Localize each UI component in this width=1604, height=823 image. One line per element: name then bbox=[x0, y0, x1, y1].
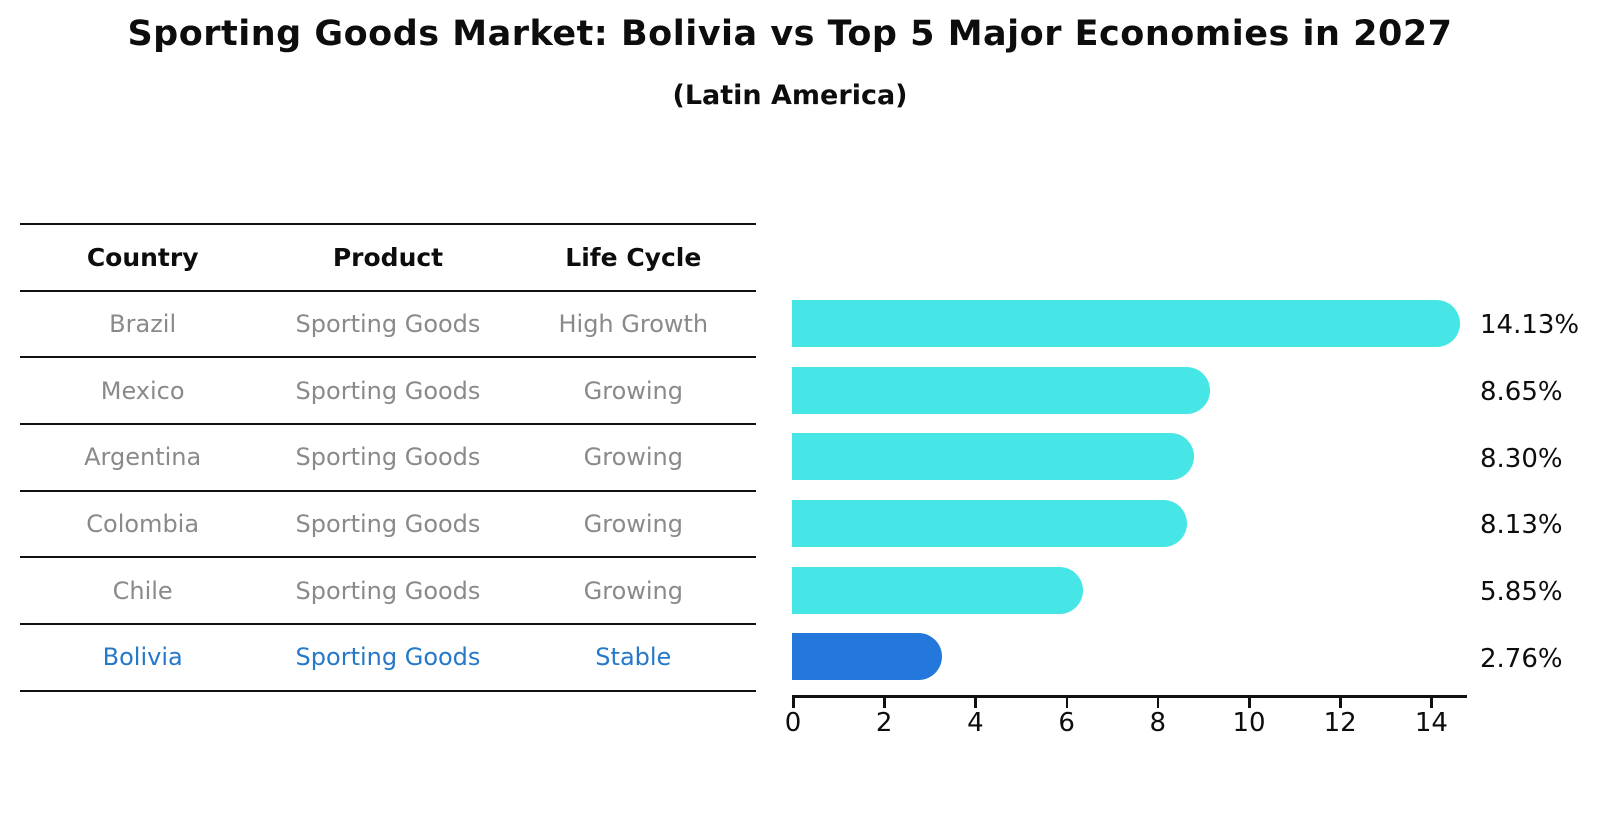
table-row: Bolivia Sporting Goods Stable bbox=[20, 625, 756, 692]
product-cell: Sporting Goods bbox=[295, 643, 481, 672]
x-axis-line bbox=[792, 695, 1467, 698]
lifecycle-cell: Growing bbox=[583, 510, 683, 539]
x-axis-tick-label: 14 bbox=[1414, 708, 1448, 738]
lifecycle-cell: Growing bbox=[583, 576, 683, 605]
x-axis-tick-label: 10 bbox=[1232, 708, 1266, 738]
country-cell: Mexico bbox=[100, 376, 185, 405]
bar-value-label: 8.30% bbox=[1480, 443, 1563, 474]
x-axis-tick-label: 12 bbox=[1323, 708, 1357, 738]
table-row: Mexico Sporting Goods Growing bbox=[20, 358, 756, 426]
table-row: Brazil Sporting Goods High Growth bbox=[20, 292, 756, 359]
x-axis-tick-mark bbox=[1065, 698, 1069, 708]
bar bbox=[792, 566, 1083, 614]
bar-highlight bbox=[792, 633, 942, 681]
bar bbox=[792, 299, 1461, 347]
table-row: Chile Sporting Goods Growing bbox=[20, 558, 756, 626]
country-cell: Argentina bbox=[84, 443, 202, 472]
product-cell: Sporting Goods bbox=[295, 310, 481, 339]
x-axis-tick-mark bbox=[1430, 698, 1433, 708]
lifecycle-cell: High Growth bbox=[558, 310, 709, 339]
country-cell: Brazil bbox=[109, 310, 177, 339]
table-header-row: Country Product Life Cycle bbox=[20, 223, 756, 292]
bar-value-label: 14.13% bbox=[1480, 310, 1580, 341]
bar bbox=[792, 499, 1187, 547]
x-axis-tick-label: 2 bbox=[875, 708, 893, 738]
x-axis-tick-mark bbox=[1248, 698, 1251, 708]
chart-subtitle: (Latin America) bbox=[672, 80, 908, 111]
table-header-country: Country bbox=[86, 242, 199, 272]
country-cell: Colombia bbox=[86, 510, 200, 539]
chart-title: Sporting Goods Market: Bolivia vs Top 5 … bbox=[127, 14, 1453, 54]
x-axis-tick-label: 8 bbox=[1149, 708, 1167, 738]
country-cell: Chile bbox=[112, 576, 173, 605]
bar bbox=[792, 433, 1195, 481]
x-axis-tick-mark bbox=[1156, 698, 1160, 708]
country-table: Country Product Life Cycle Brazil Sportin… bbox=[20, 223, 756, 692]
bar-value-label: 8.13% bbox=[1480, 510, 1563, 541]
x-axis-tick-label: 6 bbox=[1058, 708, 1075, 738]
bar-value-label: 8.65% bbox=[1480, 377, 1563, 408]
x-axis-tick-label: 4 bbox=[967, 708, 984, 738]
lifecycle-cell: Growing bbox=[583, 376, 683, 405]
x-axis-tick-mark bbox=[1339, 698, 1342, 708]
bar-value-label: 2.76% bbox=[1480, 643, 1563, 674]
lifecycle-cell: Growing bbox=[583, 443, 683, 472]
product-cell: Sporting Goods bbox=[295, 443, 481, 472]
lifecycle-cell: Stable bbox=[595, 643, 672, 672]
x-axis-tick-label: 0 bbox=[784, 708, 802, 738]
table-row: Colombia Sporting Goods Growing bbox=[20, 492, 756, 559]
product-cell: Sporting Goods bbox=[295, 576, 481, 605]
product-cell: Sporting Goods bbox=[295, 376, 481, 405]
x-axis-tick-mark bbox=[883, 698, 886, 708]
table-header-product: Product bbox=[332, 242, 444, 272]
country-cell: Bolivia bbox=[102, 643, 183, 672]
bar bbox=[792, 366, 1211, 414]
x-axis-tick-mark bbox=[792, 698, 795, 708]
table-row: Argentina Sporting Goods Growing bbox=[20, 425, 756, 492]
bar-value-label: 5.85% bbox=[1480, 577, 1563, 608]
table-body: Brazil Sporting Goods High Growth Mexico Spo… bbox=[20, 292, 756, 692]
x-axis-tick-mark bbox=[974, 698, 977, 708]
product-cell: Sporting Goods bbox=[295, 510, 481, 539]
table-header-lifecycle: Life Cycle bbox=[565, 242, 702, 272]
